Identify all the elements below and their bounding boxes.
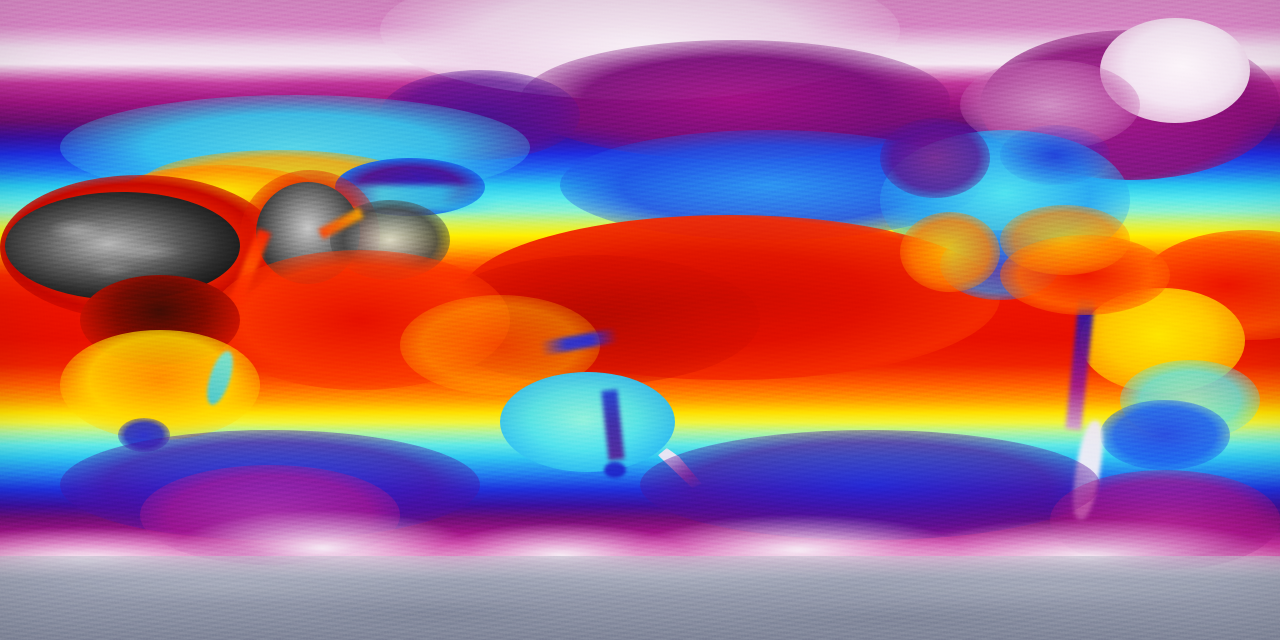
california-baja-warm [900,212,1000,292]
hudson-bay-cold-spot [1000,125,1110,185]
antarctic-plateau-shading [0,560,1280,640]
southeast-us-warm [1000,205,1130,275]
tasmania [604,462,626,478]
antarctic-ice-sheet-offscale [0,556,1280,640]
australia-cool-interior [500,372,675,472]
alaska-cold-lobe [880,118,990,198]
la-plata-cold-lobe [1100,400,1230,470]
